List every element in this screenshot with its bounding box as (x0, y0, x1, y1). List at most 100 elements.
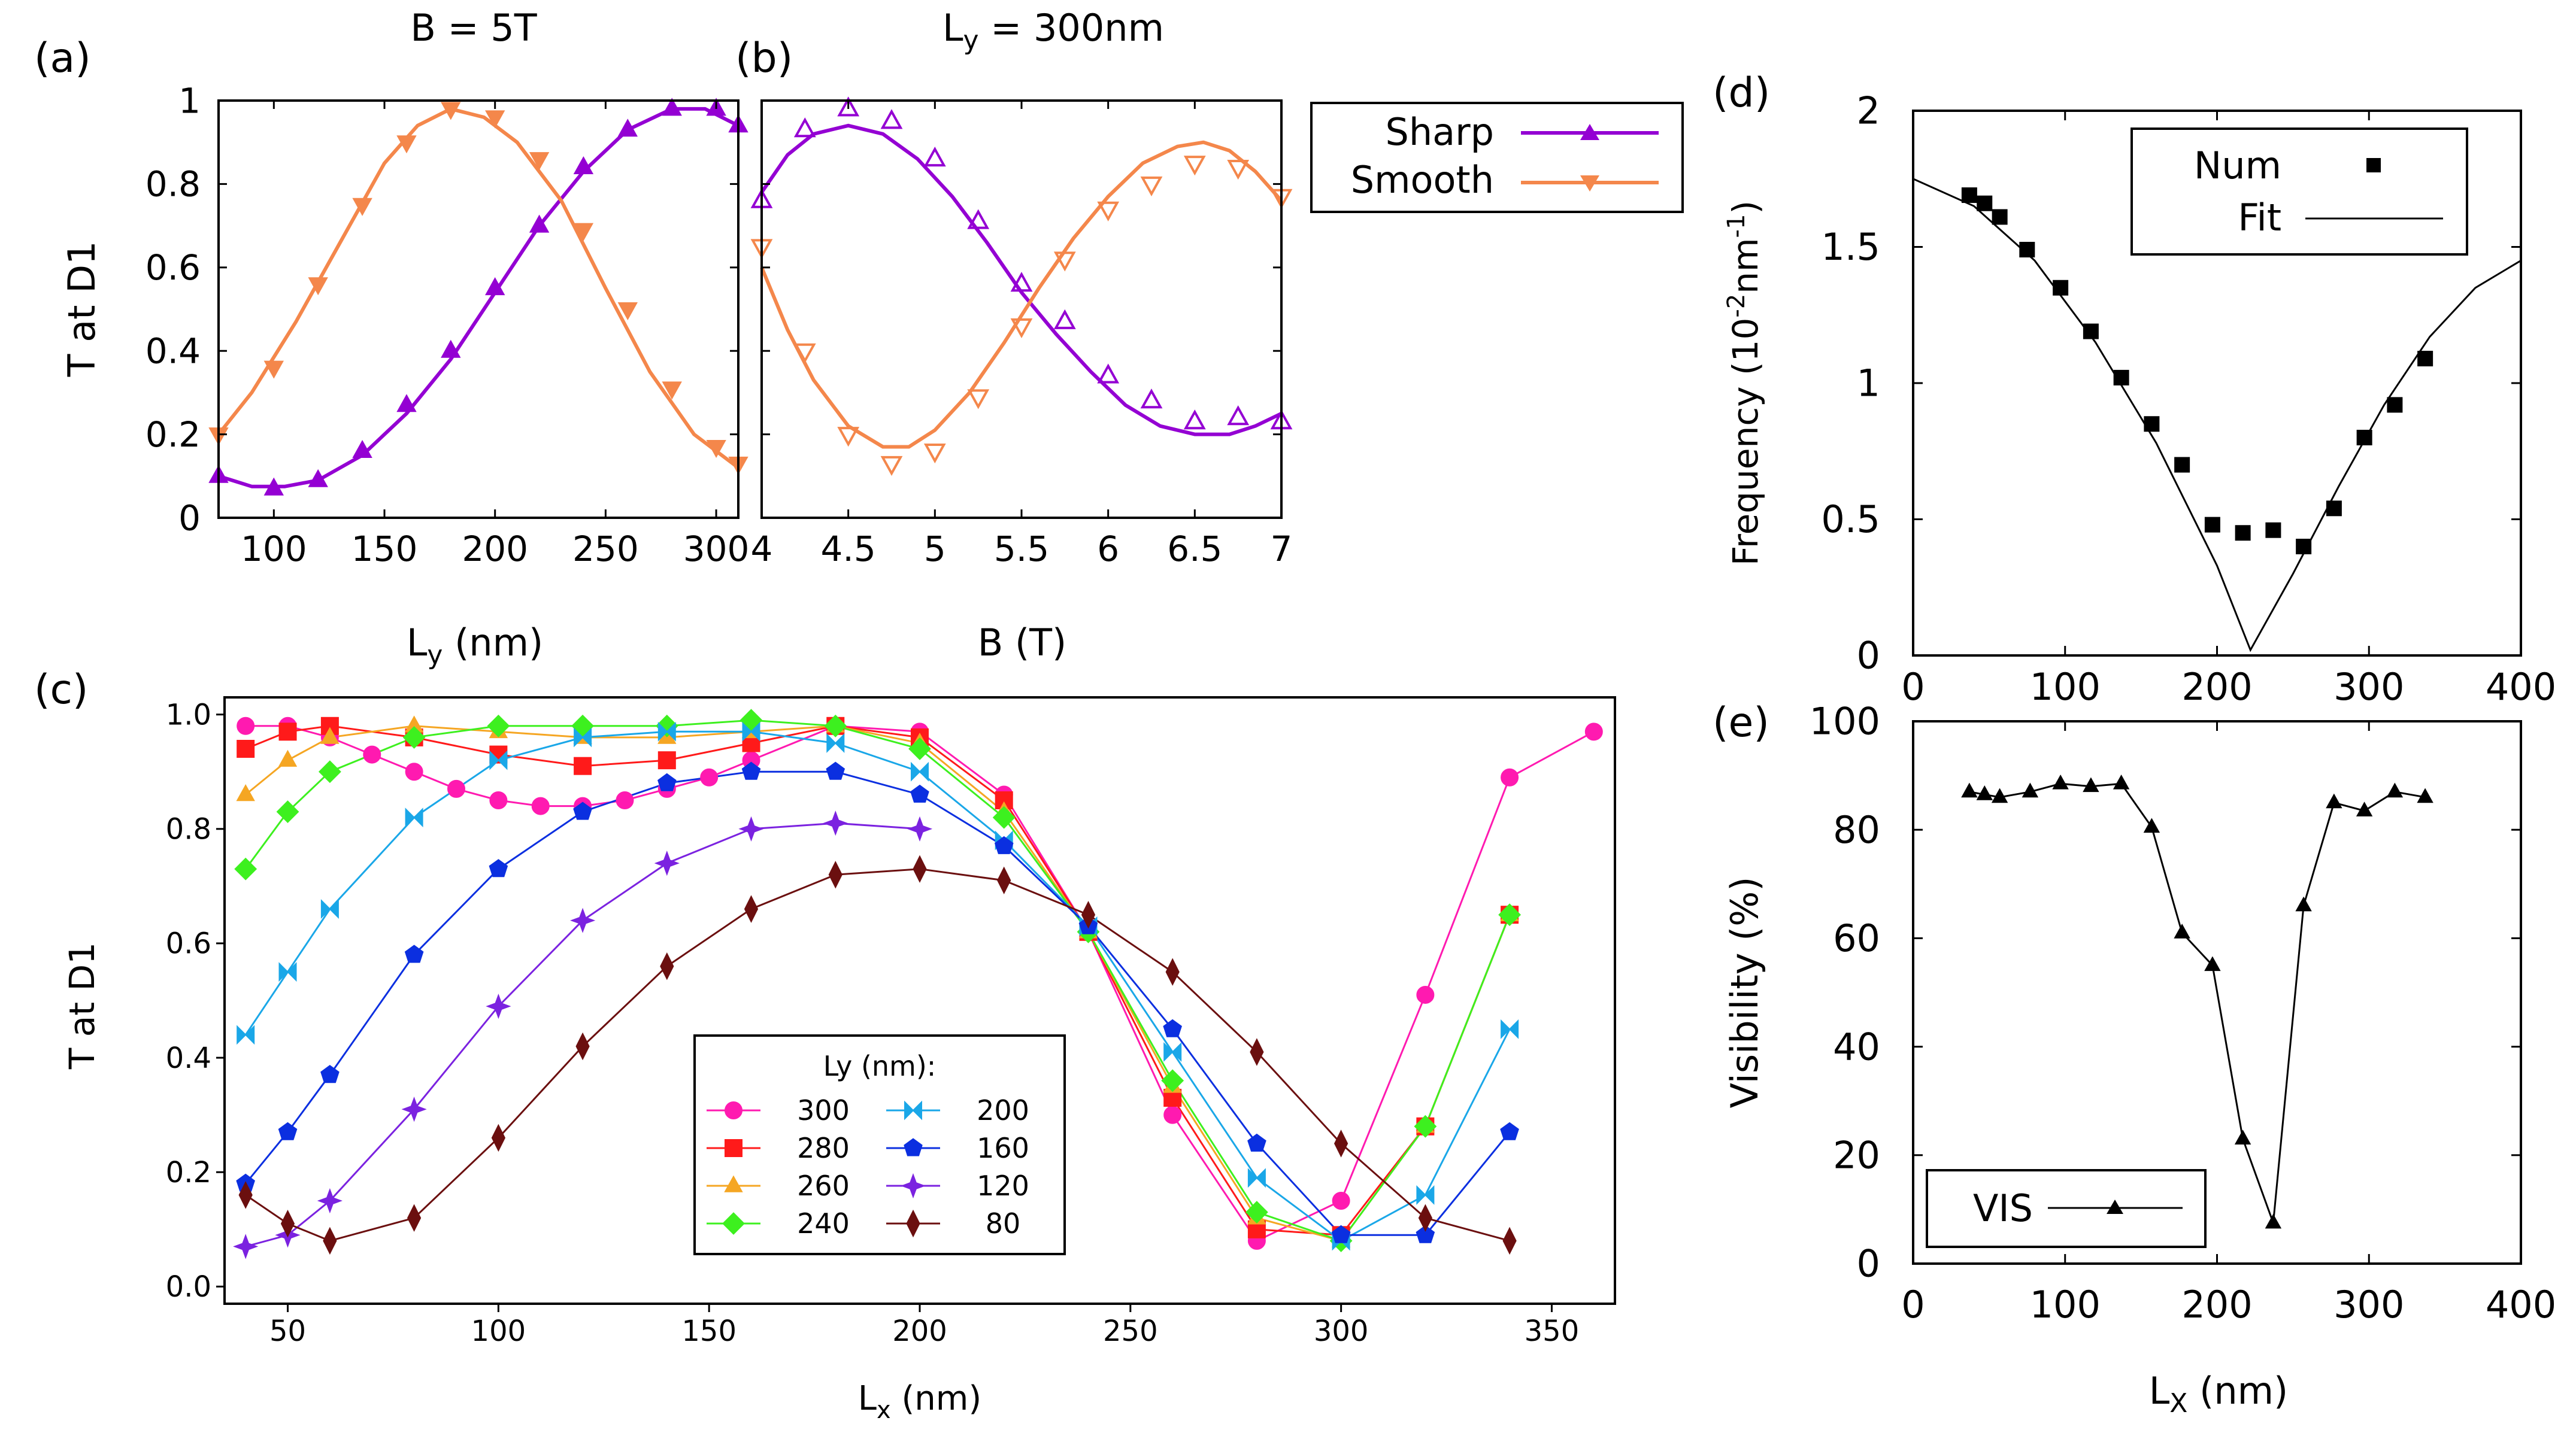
panel-b-xtick-label: 6.5 (1167, 529, 1222, 569)
panel-a-point-smooth (263, 360, 284, 379)
panel-e-xtick-label: 200 (2181, 1283, 2252, 1326)
panel-c-legend: Ly (nm): 300 280 260 240 200 160 120 80 (693, 1034, 1066, 1255)
panel-e-xtick-label: 300 (2333, 1283, 2404, 1326)
panel-c-point-ly-120 (823, 810, 848, 836)
panel-e-axes: 0 100 200 300 400 0 20 40 60 80 100 (1810, 700, 2557, 1326)
panel-a-point-smooth (573, 223, 594, 241)
panel-c-point-ly-120 (907, 816, 933, 842)
panel-c-point-ly-80 (1250, 1038, 1264, 1066)
panel-a-point-smooth (662, 381, 682, 400)
panel-b-axes: 4 4.5 5 5.5 6 6.5 7 (751, 99, 1293, 569)
panel-c-point-ly-80 (1081, 900, 1096, 929)
panel-e-xtick-label: 100 (2030, 1283, 2101, 1326)
panel-c-point-ly-120 (570, 907, 596, 933)
panel-e-vis-line (1969, 782, 2426, 1224)
panel-c-point-ly-120 (317, 1188, 343, 1214)
panel-c-legend-label-80: 80 (986, 1207, 1021, 1240)
panel-d-xtick-label: 200 (2181, 665, 2252, 709)
panel-c-point-ly-80 (997, 866, 1011, 895)
panel-c-legend-title: Ly (nm): (823, 1050, 937, 1082)
panel-d-xtick-label: 300 (2333, 665, 2404, 709)
panel-b-xtick-label: 6 (1097, 529, 1119, 569)
panel-c-point-ly-80 (1418, 1204, 1433, 1232)
panel-b-fit-smooth (760, 140, 1283, 449)
panel-c-legend-marker-200 (904, 1100, 922, 1121)
panel-d-num-point (2417, 351, 2433, 367)
panel-c-point-ly-80 (491, 1124, 506, 1152)
panel-e-vis-point (2356, 802, 2373, 816)
panel-e-vis-point (2295, 896, 2312, 912)
panel-c-point-ly-160 (278, 1122, 298, 1140)
panel-b-point-smooth (880, 456, 903, 476)
panel-a-point-smooth (352, 198, 372, 216)
panel-c-point-ly-300 (1332, 1191, 1350, 1210)
panel-d-num-point (2356, 430, 2372, 445)
panel-c-label: (c) (34, 666, 88, 714)
panel-c-point-ly-280 (574, 757, 592, 775)
panel-a-marks (208, 98, 748, 496)
panel-c-point-ly-200 (574, 727, 592, 748)
panel-d-num-point (2204, 517, 2220, 533)
panel-b-marks (750, 96, 1293, 476)
panel-b-point-sharp (880, 109, 903, 129)
panel-e-vis-point (2386, 782, 2404, 798)
panel-c-point-ly-80 (1502, 1227, 1517, 1255)
panel-c-point-ly-120 (233, 1234, 259, 1259)
panel-b-fit-sharp (760, 123, 1283, 436)
panel-c-point-ly-240 (276, 800, 299, 824)
panel-c-legend-label-300: 300 (797, 1094, 850, 1127)
panel-a-ytick-label: 0.2 (146, 414, 201, 455)
panel-e-xtick-label: 400 (2486, 1283, 2556, 1326)
panel-c-legend-marker-260 (724, 1175, 743, 1192)
panel-c-point-ly-280 (657, 751, 676, 770)
panel-c-point-ly-160 (826, 761, 845, 780)
panel-c-point-ly-200 (489, 750, 508, 770)
panel-c-point-ly-80 (913, 855, 927, 883)
panel-c-ytick-label: 0.6 (166, 927, 211, 961)
panel-c-point-ly-240 (992, 806, 1016, 829)
panel-c-point-ly-200 (405, 807, 423, 828)
panel-c-legend-entries: 300 280 260 240 200 160 120 80 (707, 1094, 1029, 1240)
panel-a-ytick-label: 0.6 (146, 247, 201, 288)
panel-c-legend-marker-80 (906, 1209, 920, 1238)
panel-c-legend-box (693, 1034, 1066, 1255)
panel-c-axes: 50 100 150 200 250 300 350 0.0 0.2 0.4 0.6 0.8 1.0 (166, 698, 1580, 1348)
panel-a-frame (217, 99, 740, 519)
panel-c-point-ly-240 (1245, 1201, 1268, 1224)
panel-d-num-point (2053, 280, 2069, 296)
panel-d-xtick-label: 400 (2486, 665, 2556, 709)
panel-d-num-point (2144, 416, 2160, 432)
panel-c-point-ly-160 (910, 784, 929, 803)
panel-c-legend-marker-300 (725, 1101, 743, 1119)
panel-d-marks (1913, 178, 2522, 652)
panel-c-point-ly-200 (1501, 1019, 1519, 1039)
panel-c-point-ly-200 (742, 721, 760, 742)
panel-a-ytick-label: 0 (178, 497, 201, 538)
legend-num-marker (2366, 158, 2381, 172)
panel-c-point-ly-80 (1165, 958, 1180, 986)
panel-c-point-ly-120 (486, 994, 511, 1019)
panel-a-axes: 100 150 200 250 300 0 0.2 0.4 0.6 0.8 1 (146, 80, 750, 569)
panel-b-point-sharp (967, 209, 990, 229)
panel-a-point-sharp (573, 156, 594, 174)
panel-b-xtick-label: 4 (751, 529, 773, 569)
legend-ab-box (1310, 102, 1684, 213)
panel-a-ylabel: T at D1 (60, 241, 104, 378)
panel-c-point-ly-80 (575, 1032, 590, 1061)
panel-b-xtick-label: 7 (1271, 529, 1293, 569)
panel-a-point-sharp (352, 439, 372, 458)
panel-a-ytick-label: 1 (178, 80, 201, 121)
legend-sharp-label: Sharp (1386, 110, 1495, 154)
panel-c-ylabel: T at D1 (62, 942, 102, 1070)
panel-c-point-ly-160 (404, 945, 424, 963)
panel-c-point-ly-280 (237, 740, 255, 758)
panel-c-point-ly-300 (1501, 768, 1519, 787)
panel-b-point-sharp (923, 146, 946, 167)
legend-vis-marker (2107, 1200, 2123, 1214)
panel-e-ylabel: Visibility (%) (1723, 877, 1766, 1109)
panel-b-xtick-label: 5.5 (994, 529, 1049, 569)
panel-d-xtick-label: 0 (1901, 665, 1925, 709)
panel-c-xtick-label: 300 (1314, 1315, 1369, 1348)
panel-a-fit-sharp (218, 107, 740, 488)
panel-d-num-point (2019, 242, 2035, 258)
